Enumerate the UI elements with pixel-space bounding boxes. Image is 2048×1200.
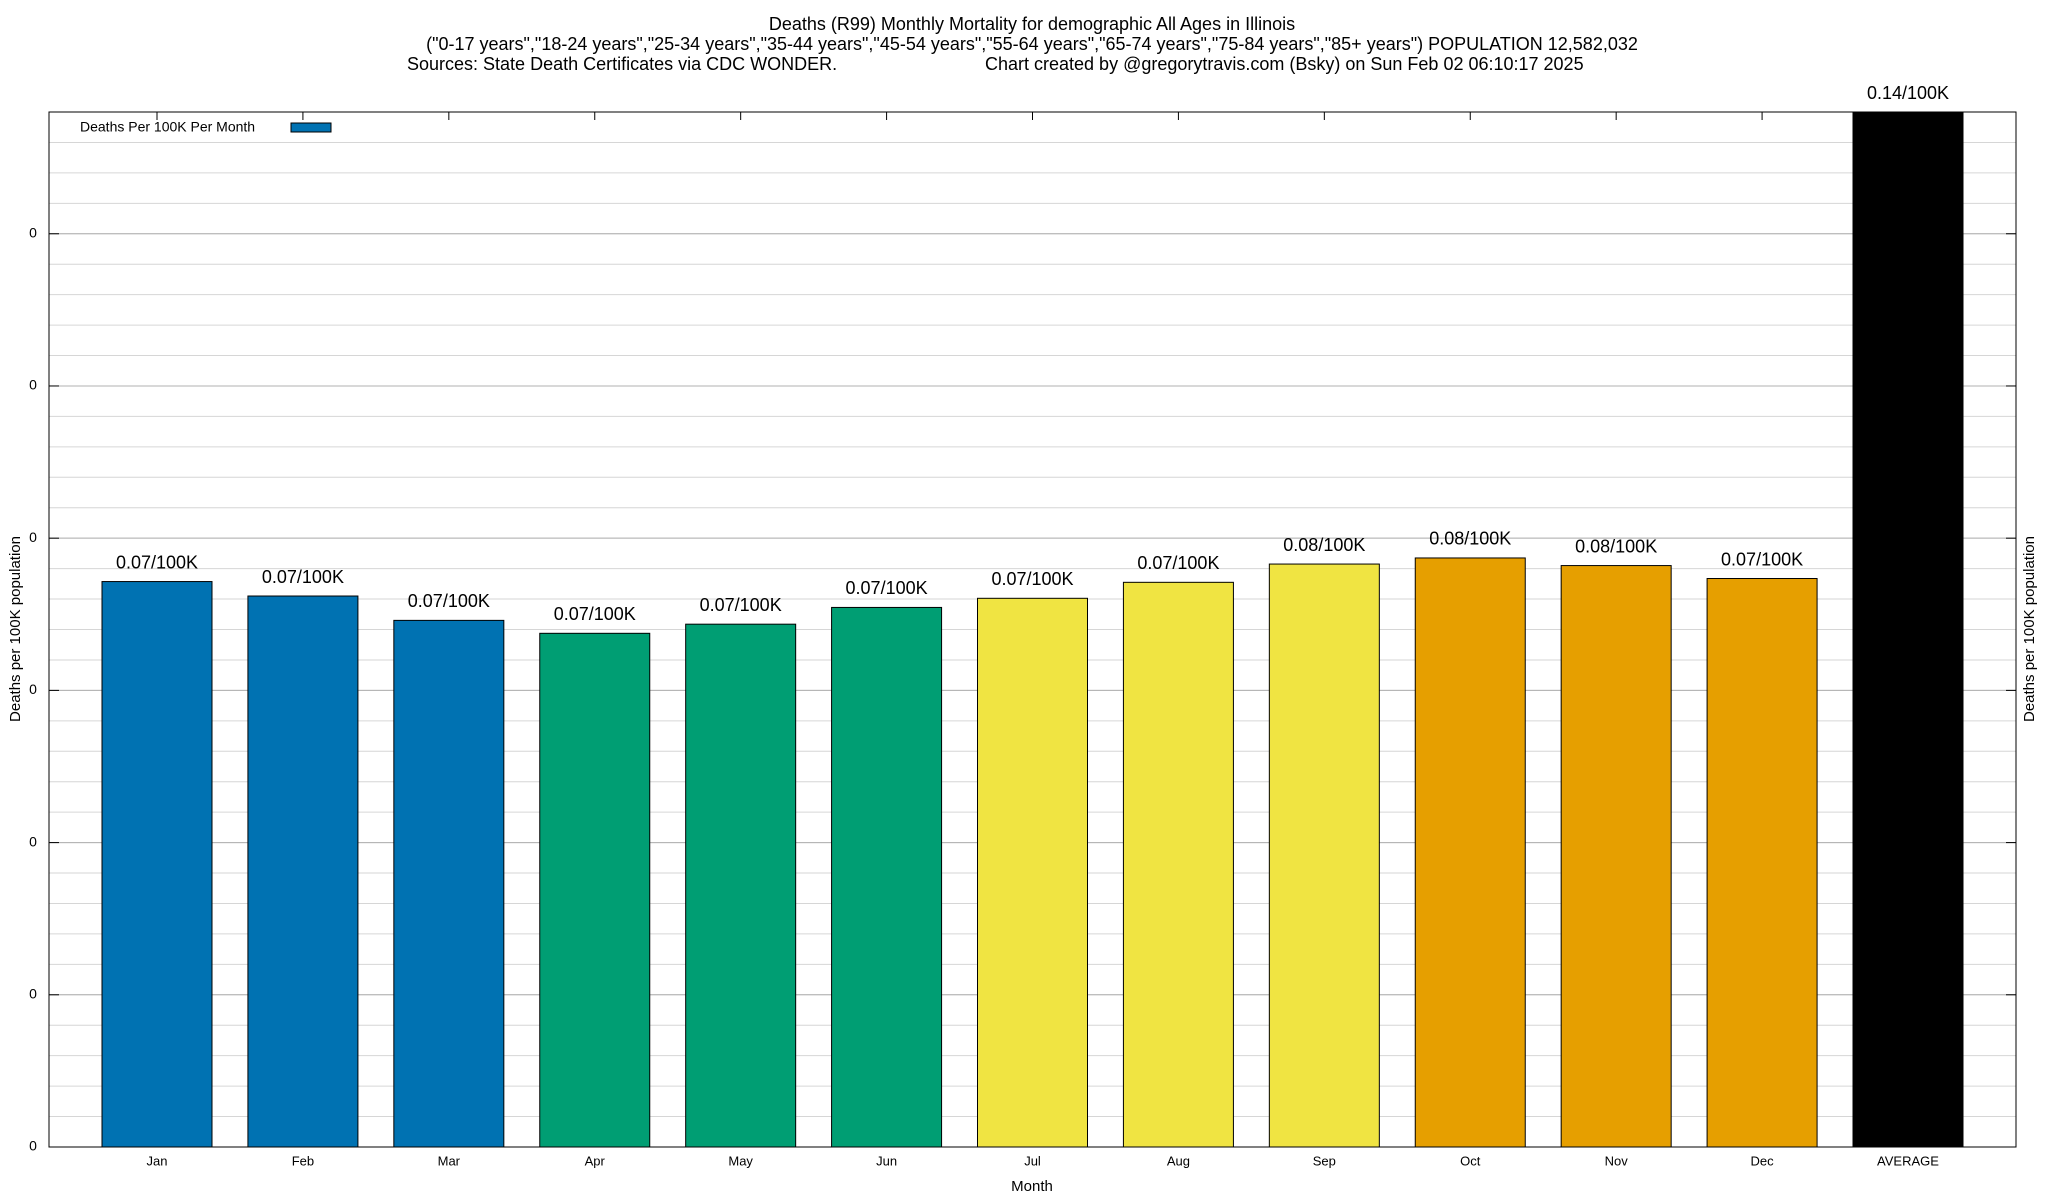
x-tick-label: Jan xyxy=(147,1153,168,1168)
value-label: 0.14/100K xyxy=(1867,83,1949,103)
value-label: 0.07/100K xyxy=(700,595,782,615)
value-label: 0.07/100K xyxy=(554,604,636,624)
bar xyxy=(977,597,1088,1147)
bar xyxy=(1268,563,1380,1147)
bar xyxy=(1122,581,1234,1147)
y-tick-label: 0 xyxy=(29,529,37,545)
bar xyxy=(539,632,651,1147)
bar xyxy=(1706,578,1818,1147)
x-tick-label: Apr xyxy=(585,1153,606,1168)
x-tick-label: Oct xyxy=(1460,1153,1481,1168)
legend-swatch xyxy=(290,122,332,133)
value-label: 0.07/100K xyxy=(1721,549,1803,569)
x-tick-label: Sep xyxy=(1313,1153,1336,1168)
x-tick-label: AVERAGE xyxy=(1877,1153,1939,1168)
y-tick-label: 0 xyxy=(29,1138,37,1154)
chart-source: Sources: State Death Certificates via CD… xyxy=(407,54,837,74)
bar xyxy=(1560,565,1672,1147)
value-label: 0.08/100K xyxy=(1575,536,1657,556)
value-label: 0.07/100K xyxy=(408,591,490,611)
value-label: 0.07/100K xyxy=(1137,553,1219,573)
bar xyxy=(1852,112,1964,1147)
y2-axis-label: Deaths per 100K population xyxy=(2021,536,2038,722)
value-label: 0.07/100K xyxy=(262,567,344,587)
x-tick-label: Jul xyxy=(1024,1153,1041,1168)
y-tick-label: 0 xyxy=(29,833,37,849)
bars xyxy=(101,112,1964,1147)
value-label: 0.07/100K xyxy=(846,578,928,598)
legend-label: Deaths Per 100K Per Month xyxy=(80,119,255,135)
y-tick-label: 0 xyxy=(29,224,37,240)
x-tick-label: Dec xyxy=(1751,1153,1775,1168)
value-label: 0.07/100K xyxy=(116,552,198,572)
value-label: 0.07/100K xyxy=(991,569,1073,589)
y-tick-label: 0 xyxy=(29,985,37,1001)
value-label: 0.08/100K xyxy=(1429,529,1511,549)
x-tick-label: Aug xyxy=(1167,1153,1190,1168)
chart-title: Deaths (R99) Monthly Mortality for demog… xyxy=(769,14,1295,34)
bar xyxy=(101,581,213,1147)
x-tick-label: May xyxy=(728,1153,753,1168)
y-tick-label: 0 xyxy=(29,377,37,393)
bar xyxy=(685,623,797,1147)
x-tick-label: Nov xyxy=(1605,1153,1629,1168)
y-tick-label: 0 xyxy=(29,681,37,697)
y-axis-label: Deaths per 100K population xyxy=(7,536,24,722)
value-label: 0.08/100K xyxy=(1283,535,1365,555)
x-tick-label: Mar xyxy=(438,1153,461,1168)
x-tick-label: Jun xyxy=(876,1153,897,1168)
bar xyxy=(831,606,943,1147)
bar xyxy=(247,595,359,1147)
bar xyxy=(393,619,505,1147)
plot-frame xyxy=(48,111,2017,1148)
x-tick-label: Feb xyxy=(292,1153,314,1168)
chart-credit: Chart created by @gregorytravis.com (Bsk… xyxy=(985,54,1584,74)
bar xyxy=(1414,557,1526,1147)
x-axis-label: Month xyxy=(1011,1178,1053,1195)
chart-subtitle: ("0-17 years","18-24 years","25-34 years… xyxy=(426,34,1638,54)
